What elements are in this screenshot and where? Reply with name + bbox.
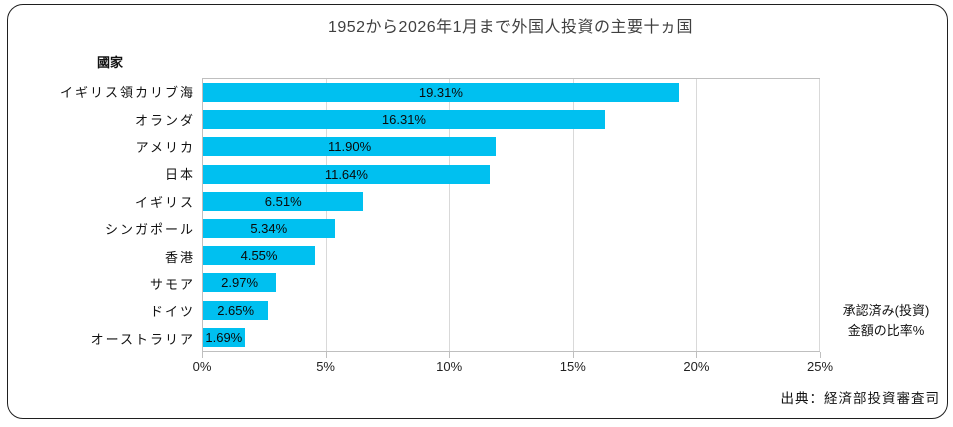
gridline [819, 79, 820, 351]
bar-value-label: 16.31% [381, 112, 426, 128]
x-tick-label: 5% [316, 359, 335, 374]
x-tick-label: 15% [559, 359, 586, 374]
gridline [572, 79, 574, 351]
category-label: シンガポール [104, 222, 195, 238]
x-tick [572, 352, 574, 358]
bar-row: 2.65% [203, 297, 819, 324]
category-label: ドイツ [149, 304, 195, 320]
bar-イギリス領カリブ海: 19.31% [203, 83, 679, 102]
x-tick [202, 352, 203, 358]
source-note: 出典：経済部投資審査司 [780, 391, 940, 406]
category-label: イギリス領カリブ海 [59, 85, 195, 101]
bar-value-label: 19.31% [418, 85, 463, 100]
bar-value-label: 6.51% [264, 193, 302, 209]
bar-サモア: 2.97% [203, 273, 277, 293]
plot-area: 19.31% 16.31% 11.90% 11.64% 6.51% 5.34% 4.55% 2… [202, 78, 820, 352]
bar-value-label: 1.69% [205, 329, 243, 345]
bar-row: 11.90% [203, 133, 819, 160]
bar-アメリカ: 11.90% [203, 137, 497, 157]
gridline [449, 79, 451, 351]
x-axis-title-line2: 金額の比率% [847, 323, 925, 338]
bar-row: 11.64% [203, 161, 819, 188]
bar-row: 2.97% [203, 269, 819, 296]
gridline [326, 79, 328, 351]
category-label: オランダ [134, 112, 195, 128]
x-tick-label: 10% [436, 359, 463, 374]
y-axis-header: 國家 [97, 55, 124, 70]
x-axis-ticks [202, 352, 821, 358]
bar-value-label: 5.34% [250, 221, 288, 236]
bar-value-label: 11.64% [324, 166, 368, 182]
category-label: サモア [149, 277, 195, 293]
bar-row: 4.55% [203, 242, 819, 269]
chart-title: 1952から2026年1月まで外国人投資の主要十ヵ国 [327, 19, 694, 36]
bar-row: 19.31% [203, 79, 819, 106]
bar-row: 16.31% [203, 106, 819, 133]
category-labels: イギリス領カリブ海オランダアメリカ日本イギリスシンガポール香港サモアドイツオース… [0, 78, 195, 352]
category-label: イギリス [134, 194, 195, 210]
x-tick [325, 352, 327, 358]
category-label: オーストラリア [90, 331, 195, 347]
bar-オランダ: 16.31% [203, 110, 605, 130]
bar-イギリス: 6.51% [203, 191, 364, 211]
bar-日本: 11.64% [203, 164, 490, 184]
bar-香港: 4.55% [203, 246, 316, 266]
x-axis-title: 承認済み(投資) 金額の比率% [823, 301, 949, 341]
bar-value-label: 4.55% [240, 248, 278, 264]
bar-value-label: 2.65% [217, 302, 255, 318]
bar-ドイツ: 2.65% [203, 300, 269, 320]
bar-row: 1.69% [203, 324, 819, 351]
bar-row: 6.51% [203, 188, 819, 215]
bar-オーストラリア: 1.69% [203, 327, 245, 347]
gridline [695, 79, 697, 351]
bar-row: 5.34% [203, 215, 819, 242]
x-axis-labels: 0% 5% 10% 15% 20% 25% [193, 359, 833, 375]
x-axis-title-line1: 承認済み(投資) [842, 303, 930, 318]
x-tick-label: 0% [192, 359, 212, 374]
category-label: アメリカ [135, 140, 195, 156]
x-tick-label: 20% [683, 359, 710, 374]
category-label: 日本 [164, 167, 195, 183]
category-label: 香港 [164, 249, 195, 265]
bar-value-label: 11.90% [328, 139, 372, 155]
x-tick-label: 25% [806, 359, 834, 374]
bar-シンガポール: 5.34% [203, 219, 335, 238]
x-tick [449, 352, 451, 358]
x-tick [820, 352, 821, 358]
x-tick [696, 352, 698, 358]
bar-value-label: 2.97% [221, 275, 259, 291]
